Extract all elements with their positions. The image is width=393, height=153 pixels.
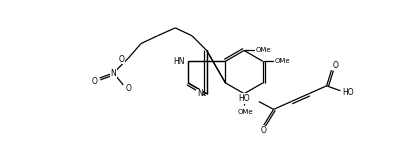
- Text: O: O: [118, 55, 124, 64]
- Text: OMe: OMe: [256, 47, 272, 54]
- Text: N: N: [197, 89, 203, 98]
- Text: O: O: [332, 61, 338, 70]
- Text: HO: HO: [342, 88, 354, 97]
- Text: O: O: [261, 127, 267, 136]
- Text: O: O: [125, 84, 131, 93]
- Text: HN: HN: [174, 57, 185, 66]
- Text: N: N: [110, 69, 116, 78]
- Text: HO: HO: [239, 94, 250, 103]
- Text: OMe: OMe: [237, 109, 253, 115]
- Text: O: O: [92, 77, 98, 86]
- Text: OMe: OMe: [275, 58, 290, 64]
